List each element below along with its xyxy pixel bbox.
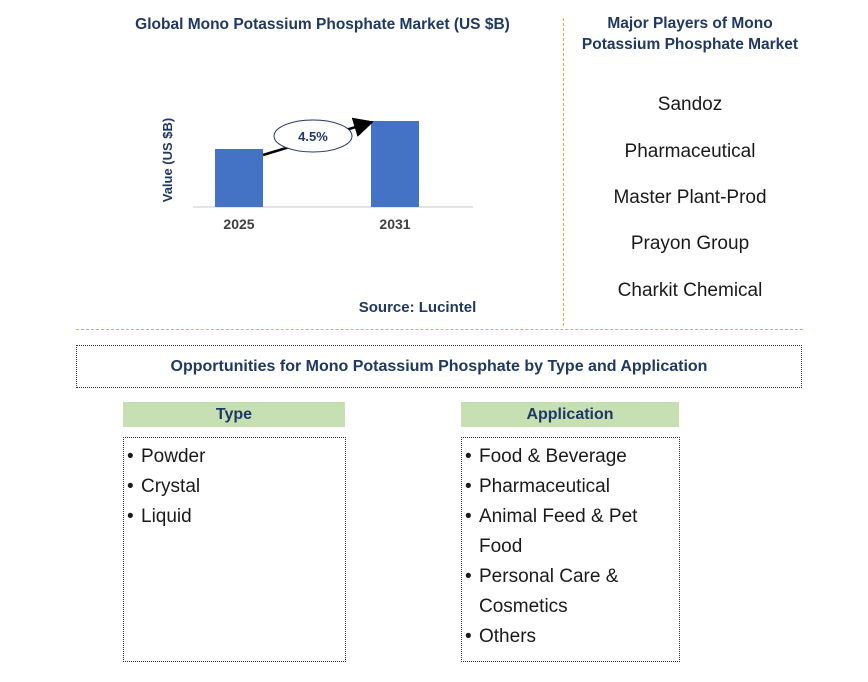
vertical-divider [563, 18, 564, 326]
opportunities-title: Opportunities for Mono Potassium Phospha… [76, 345, 802, 388]
type-list: Powder Crystal Liquid [127, 442, 341, 532]
source-label: Source: Lucintel [358, 299, 477, 316]
application-item: Personal Care & Cosmetics [465, 562, 675, 622]
bars-group [215, 121, 419, 207]
application-header: Application [461, 402, 679, 427]
type-item: Powder [127, 442, 341, 472]
player-item: Sandoz [657, 94, 723, 115]
bar-2031 [371, 121, 419, 207]
bar-2025 [215, 149, 263, 207]
bar-chart: Value (US $B) 2025 2031 4.5% [160, 118, 473, 232]
application-item: Animal Feed & Pet Food [465, 502, 675, 562]
application-list-box: Food & Beverage Pharmaceutical Animal Fe… [461, 437, 680, 662]
x-tick-label: 2031 [379, 216, 410, 232]
application-item: Food & Beverage [465, 442, 675, 472]
type-header: Type [123, 402, 345, 427]
player-item: Pharmaceutical [624, 141, 756, 162]
application-list: Food & Beverage Pharmaceutical Animal Fe… [465, 442, 675, 652]
y-axis-label: Value (US $B) [160, 118, 175, 203]
application-item: Pharmaceutical [465, 472, 675, 502]
application-item: Others [465, 622, 675, 652]
player-item: Charkit Chemical [617, 280, 763, 301]
players-title: Major Players of Mono Potassium Phosphat… [581, 15, 799, 53]
horizontal-divider [76, 329, 803, 330]
chart-title: Global Mono Potassium Phosphate Market (… [135, 16, 510, 33]
player-item: Master Plant-Prod [613, 187, 767, 208]
type-list-box: Powder Crystal Liquid [123, 437, 346, 662]
growth-rate-label: 4.5% [298, 129, 328, 144]
type-item: Crystal [127, 472, 341, 502]
x-tick-label: 2025 [223, 216, 254, 232]
tick-labels-group: 2025 2031 [223, 216, 410, 232]
player-item: Prayon Group [630, 233, 750, 254]
type-item: Liquid [127, 502, 341, 532]
growth-ellipse [273, 119, 353, 153]
